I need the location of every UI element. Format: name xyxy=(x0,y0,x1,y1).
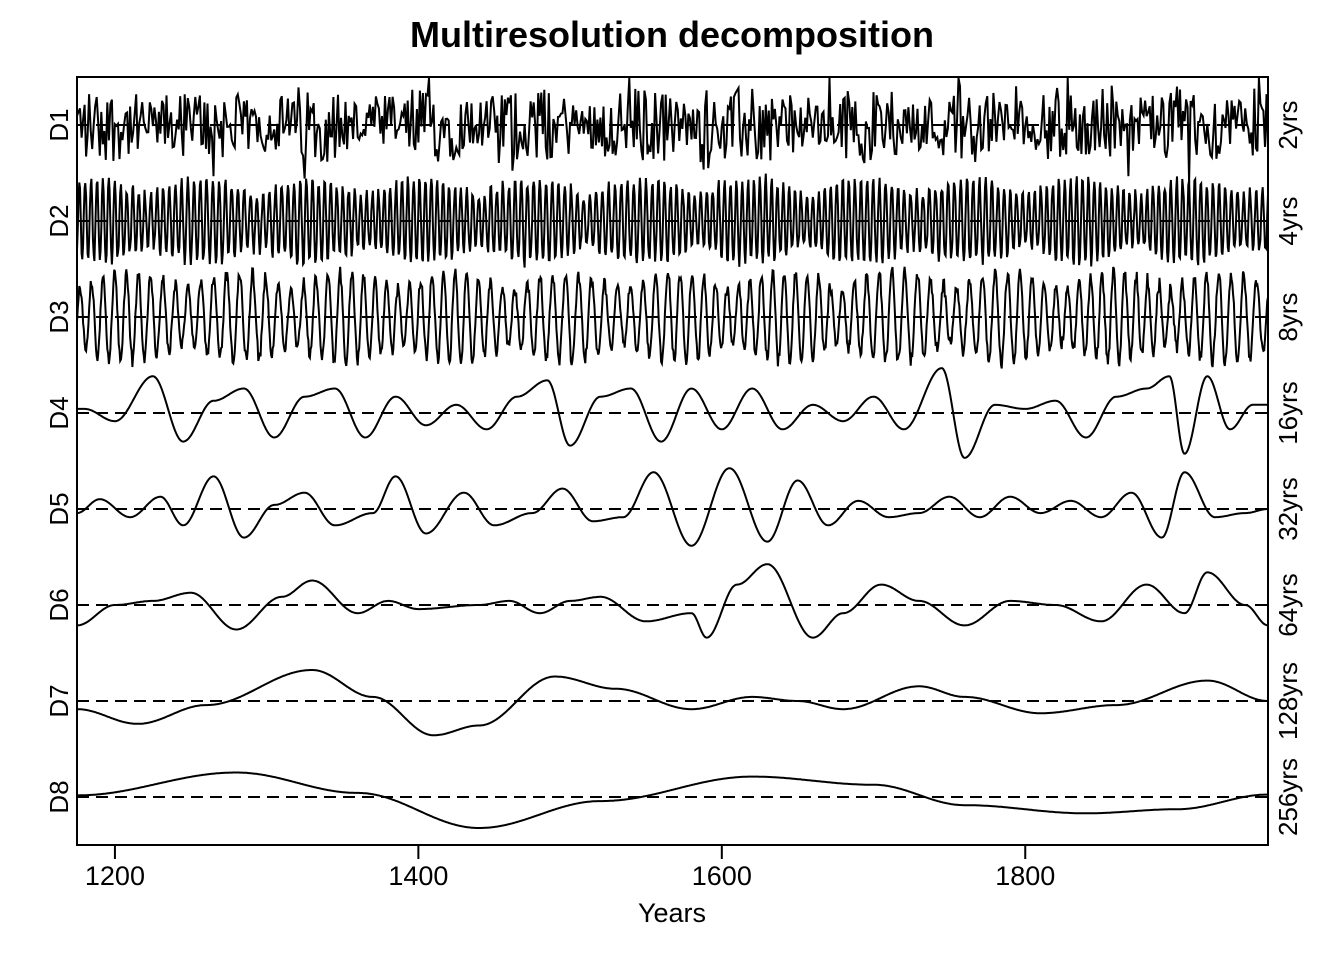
plot-frame xyxy=(76,76,1269,846)
series-label-D4: D4 xyxy=(44,396,74,429)
x-tick-label-1800: 1800 xyxy=(995,861,1055,891)
chart-title: Multiresolution decomposition xyxy=(410,14,934,55)
series-label-D3: D3 xyxy=(44,300,74,333)
series-label-D5: D5 xyxy=(44,492,74,525)
x-tick-label-1400: 1400 xyxy=(388,861,448,891)
series-line-D1 xyxy=(76,77,1269,183)
series-label-D6: D6 xyxy=(44,588,74,621)
x-tick-label-1600: 1600 xyxy=(692,861,752,891)
series-line-D5 xyxy=(76,467,1268,547)
series-line-D3 xyxy=(76,266,1269,369)
series-label-D2: D2 xyxy=(44,204,74,237)
series-line-D4 xyxy=(77,367,1268,459)
period-label-D7: 128yrs xyxy=(1273,662,1303,740)
period-label-D4: 16yrs xyxy=(1273,381,1303,445)
period-label-D1: 2yrs xyxy=(1273,100,1303,149)
series-label-D1: D1 xyxy=(44,108,74,141)
x-axis-label: Years xyxy=(638,898,706,928)
series-line-D8 xyxy=(77,771,1268,829)
series-label-D8: D8 xyxy=(44,780,74,813)
series-line-D6 xyxy=(77,563,1269,639)
period-label-D3: 8yrs xyxy=(1273,292,1303,341)
period-label-D5: 32yrs xyxy=(1273,477,1303,541)
series-line-D7 xyxy=(77,669,1268,737)
period-label-D2: 4yrs xyxy=(1273,196,1303,245)
series-line-D2 xyxy=(76,173,1269,268)
x-tick-label-1200: 1200 xyxy=(85,861,145,891)
series-label-D7: D7 xyxy=(44,684,74,717)
period-label-D8: 256yrs xyxy=(1273,758,1303,836)
period-label-D6: 64yrs xyxy=(1273,573,1303,637)
